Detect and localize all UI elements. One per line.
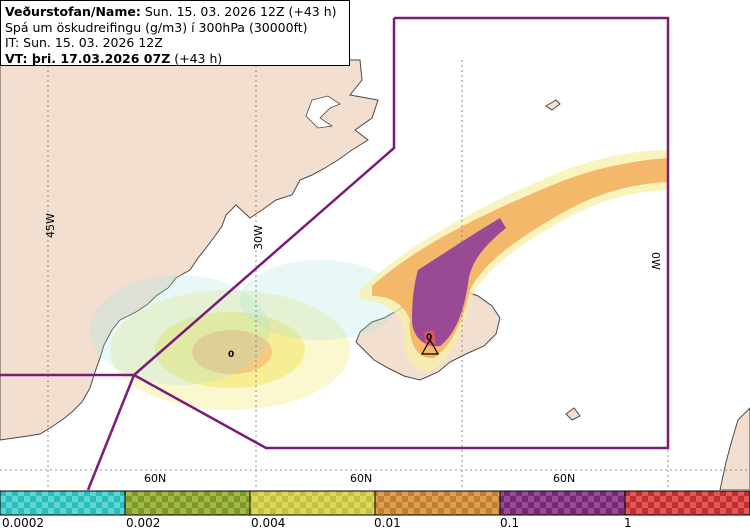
legend-tick-2: 0.004: [251, 516, 286, 530]
ash-dispersion-map: 45W 30W 0W 60N 60N 60N 0 0: [0, 16, 750, 491]
concentration-legend: [0, 490, 750, 532]
greenland-fjord: [305, 95, 341, 129]
valid-time-label: VT: þri. 17.03.2026 07Z: [5, 50, 171, 66]
cloud-marker-west: 0: [228, 350, 235, 360]
lon-label-30w: 30W: [252, 225, 265, 250]
valid-time-offset: (+43 h): [174, 50, 223, 66]
legend-bin-1: [124, 490, 251, 516]
valid-time-line: VT: þri. 17.03.2026 07Z (+43 h): [5, 51, 345, 67]
legend-tick-3: 0.01: [374, 516, 401, 530]
legend-bin-4: [499, 490, 626, 516]
lon-label-45w: 45W: [44, 213, 57, 238]
legend-bin-5: [624, 490, 750, 516]
issuer-value: Sun. 15. 03. 2026 12Z (+43 h): [144, 4, 337, 19]
ash-cloud-west: [90, 260, 400, 410]
legend-tick-4: 0.1: [500, 516, 520, 530]
legend-colorbar: [0, 490, 750, 516]
issuer-label: Veðurstofan/Name:: [5, 4, 141, 19]
legend-tick-0: 0.0002: [2, 516, 44, 530]
product-description: Spá um öskudreifingu (g/m3) í 300hPa (30…: [5, 19, 308, 35]
volcano-marker: [420, 338, 440, 355]
issuer-line: Veðurstofan/Name: Sun. 15. 03. 2026 12Z …: [5, 4, 345, 20]
legend-bin-0: [0, 490, 126, 516]
legend-bin-3: [374, 490, 501, 516]
legend-bin-2: [249, 490, 376, 516]
greenland-land: [0, 59, 379, 441]
forecast-info-box: Veðurstofan/Name: Sun. 15. 03. 2026 12Z …: [0, 0, 350, 66]
advisory-boundary: [0, 16, 670, 491]
lat-label-1: 60N: [144, 472, 167, 485]
lat-label-3: 60N: [553, 472, 576, 485]
small-island: [545, 99, 561, 111]
faroe-islands: [565, 407, 581, 421]
lon-label-0w: 0W: [649, 252, 662, 270]
legend-tick-5: 1: [624, 516, 632, 530]
lat-label-2: 60N: [350, 472, 373, 485]
cloud-marker-iceland: 0: [426, 333, 433, 343]
norway-land: [719, 407, 750, 491]
issue-time: IT: Sun. 15. 03. 2026 12Z: [5, 35, 163, 50]
ash-cloud-plume: [360, 150, 668, 372]
legend-tick-1: 0.002: [126, 516, 161, 530]
map-canvas: [0, 16, 750, 491]
